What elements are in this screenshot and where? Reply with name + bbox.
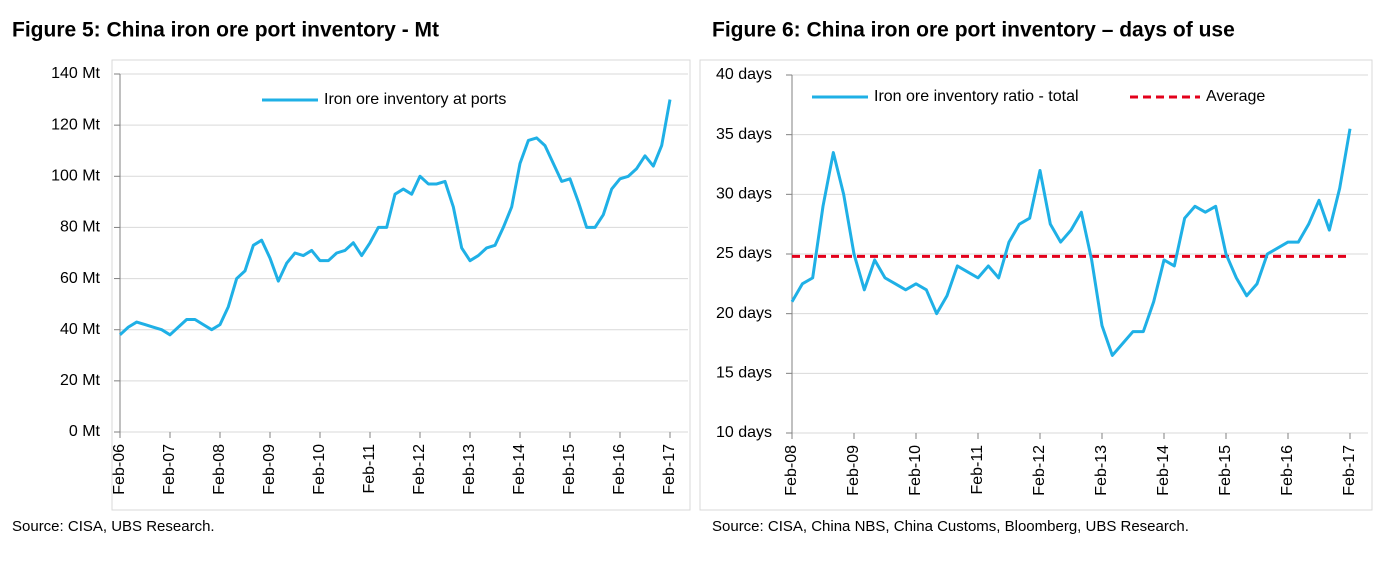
source: Source: CISA, China NBS, China Customs, … [712, 518, 1189, 535]
y-tick-label: 40 days [716, 66, 772, 83]
legend-label: Iron ore inventory at ports [324, 91, 506, 108]
x-tick-label: Feb-14 [1155, 445, 1172, 496]
y-tick-label: 10 days [716, 424, 772, 441]
x-tick-label: Feb-16 [1279, 445, 1296, 496]
y-tick-label: 20 days [716, 305, 772, 322]
y-tick-label: 20 Mt [60, 372, 101, 389]
y-tick-label: 120 Mt [51, 116, 100, 133]
chart-title: Figure 5: China iron ore port inventory … [12, 19, 439, 42]
x-tick-label: Feb-16 [611, 444, 628, 495]
chart-title: Figure 6: China iron ore port inventory … [712, 19, 1235, 42]
x-tick-label: Feb-07 [161, 444, 178, 495]
x-tick-label: Feb-17 [661, 444, 678, 495]
y-tick-label: 60 Mt [60, 270, 101, 287]
legend-label: Average [1206, 88, 1265, 105]
x-tick-label: Feb-12 [411, 444, 428, 495]
x-tick-label: Feb-11 [969, 445, 986, 495]
y-tick-label: 35 days [716, 126, 772, 143]
x-tick-label: Feb-11 [361, 444, 378, 494]
x-tick-label: Feb-09 [845, 445, 862, 496]
x-tick-label: Feb-15 [561, 444, 578, 495]
x-tick-label: Feb-13 [461, 444, 478, 495]
line-series [790, 128, 1352, 357]
x-tick-label: Feb-09 [261, 444, 278, 495]
frame [111, 59, 691, 511]
y-tick-label: 40 Mt [60, 321, 101, 338]
x-tick-label: Feb-08 [783, 445, 800, 496]
x-tick-label: Feb-10 [907, 445, 924, 496]
legend-label: Iron ore inventory ratio - total [874, 88, 1079, 105]
x-tick-label: Feb-14 [511, 444, 528, 495]
line-series [118, 99, 672, 337]
y-tick-label: 140 Mt [51, 65, 100, 82]
y-tick-label: 15 days [716, 365, 772, 382]
source: Source: CISA, UBS Research. [12, 518, 215, 535]
y-tick-label: 0 Mt [69, 423, 101, 440]
y-tick-label: 25 days [716, 245, 772, 262]
x-tick-label: Feb-15 [1217, 445, 1234, 496]
x-tick-label: Feb-06 [111, 444, 128, 495]
x-tick-label: Feb-13 [1093, 445, 1110, 496]
x-tick-label: Feb-17 [1341, 445, 1358, 496]
x-tick-label: Feb-08 [211, 444, 228, 495]
y-tick-label: 30 days [716, 186, 772, 203]
frame [699, 59, 1373, 511]
x-tick-label: Feb-10 [311, 444, 328, 495]
x-tick-label: Feb-12 [1031, 445, 1048, 496]
y-tick-label: 100 Mt [51, 168, 100, 185]
y-tick-label: 80 Mt [60, 219, 101, 236]
